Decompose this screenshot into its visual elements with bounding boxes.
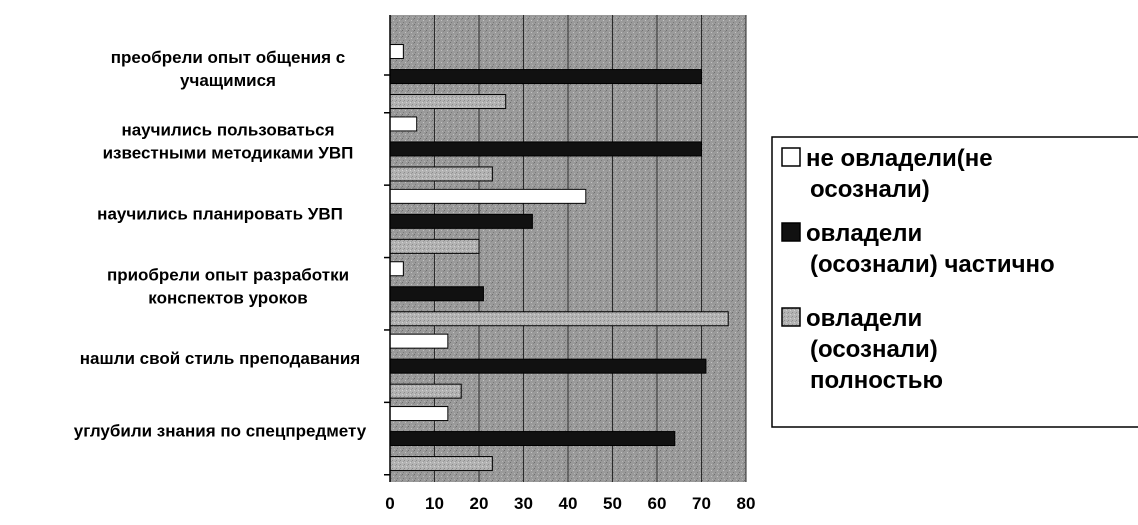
x-tick-label: 30 — [514, 494, 533, 513]
bar-series-3 — [389, 166, 493, 182]
legend-label: овладели (осознали) полностью — [806, 305, 943, 394]
bar-series-1 — [389, 406, 449, 422]
bar-series-2 — [389, 286, 484, 302]
category-ticks — [384, 74, 390, 476]
category-labels: преобрели опыт общения с учащимися научили… — [74, 48, 367, 441]
bar-series-1 — [389, 333, 449, 349]
x-tick-label: 70 — [692, 494, 711, 513]
category-label: научились планировать УВП — [97, 204, 343, 223]
x-tick-label: 10 — [425, 494, 444, 513]
x-tick-label: 50 — [603, 494, 622, 513]
bar-series-1 — [389, 261, 404, 277]
x-tick-label: 40 — [559, 494, 578, 513]
legend: не овладели(не осознали) овладели (осознали… — [771, 136, 1138, 428]
x-tick-label: 0 — [385, 494, 394, 513]
bar-series-2 — [389, 141, 702, 157]
legend-swatch — [781, 147, 801, 167]
category-label: нашли свой стиль преподавания — [80, 349, 360, 368]
x-tick-label: 60 — [648, 494, 667, 513]
legend-label: не овладели(не осознали) — [806, 145, 993, 203]
x-tick-label: 80 — [737, 494, 756, 513]
bar-series-3 — [389, 383, 462, 399]
bar-series-1 — [389, 116, 418, 132]
category-label: углубили знания по спецпредмету — [74, 422, 367, 441]
bar-series-1 — [389, 44, 404, 60]
category-label: приобрели опыт разработки конспектов урок… — [107, 265, 349, 307]
bar-series-3 — [389, 94, 507, 110]
legend-label: овладели (осознали) частично — [806, 220, 1055, 278]
category-label: научились пользоваться известными методик… — [103, 120, 354, 162]
bar-series-1 — [389, 188, 587, 204]
legend-swatch — [781, 222, 801, 242]
bar-series-2 — [389, 213, 533, 229]
category-label: преобрели опыт общения с учащимися — [111, 48, 346, 90]
legend-swatch — [781, 307, 801, 327]
x-tick-label: 20 — [470, 494, 489, 513]
bars — [389, 44, 729, 472]
bar-series-2 — [389, 358, 707, 374]
bar-series-2 — [389, 431, 676, 447]
x-tick-labels: 0 10 20 30 40 50 60 70 80 — [385, 494, 755, 513]
bar-series-2 — [389, 69, 702, 85]
bar-series-3 — [389, 238, 480, 254]
bar-series-3 — [389, 456, 493, 472]
bar-series-3 — [389, 311, 729, 327]
legend-box — [771, 136, 1138, 428]
